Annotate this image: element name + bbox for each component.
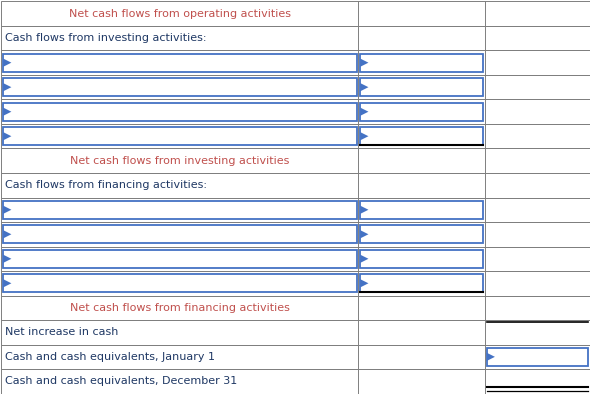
Bar [1,26,590,51]
Polygon shape [3,255,11,263]
Polygon shape [3,206,11,214]
Polygon shape [3,107,11,116]
Bar [1,295,590,320]
Bar [1,124,590,149]
Polygon shape [3,279,11,288]
Bar [360,127,483,145]
Bar [3,274,357,292]
Bar [1,246,590,271]
Text: Net cash flows from operating activities: Net cash flows from operating activities [69,9,291,19]
Bar [1,51,590,75]
Bar [1,149,590,173]
Text: Net cash flows from financing activities: Net cash flows from financing activities [70,303,290,313]
Bar [3,103,357,121]
Bar [3,54,357,72]
Polygon shape [360,230,368,239]
Text: Net increase in cash: Net increase in cash [5,327,118,337]
Text: Cash flows from financing activities:: Cash flows from financing activities: [5,180,207,190]
Bar [1,344,590,369]
Bar [1,173,590,198]
Polygon shape [360,58,368,67]
Bar [1,271,590,295]
Bar [3,250,357,268]
Bar [1,222,590,246]
Text: Cash and cash equivalents, January 1: Cash and cash equivalents, January 1 [5,352,215,362]
Bar [360,201,483,219]
Text: Cash flows from investing activities:: Cash flows from investing activities: [5,33,206,43]
Polygon shape [3,58,11,67]
Polygon shape [360,255,368,263]
Bar [3,225,357,243]
Bar [360,274,483,292]
Bar [360,250,483,268]
Polygon shape [360,206,368,214]
Bar [3,127,357,145]
Bar [360,78,483,96]
Bar [3,201,357,219]
Bar [3,78,357,96]
Bar [486,348,588,366]
Polygon shape [360,107,368,116]
Polygon shape [360,132,368,140]
Polygon shape [360,279,368,288]
Polygon shape [486,353,495,361]
Polygon shape [360,83,368,91]
Bar [360,103,483,121]
Bar [1,2,590,26]
Bar [360,54,483,72]
Bar [1,320,590,344]
Bar [1,75,590,100]
Text: Net cash flows from investing activities: Net cash flows from investing activities [70,156,290,166]
Polygon shape [3,132,11,140]
Bar [360,225,483,243]
Bar [1,100,590,124]
Polygon shape [3,230,11,239]
Text: Cash and cash equivalents, December 31: Cash and cash equivalents, December 31 [5,376,237,386]
Bar [1,198,590,222]
Bar [1,369,590,393]
Polygon shape [3,83,11,91]
